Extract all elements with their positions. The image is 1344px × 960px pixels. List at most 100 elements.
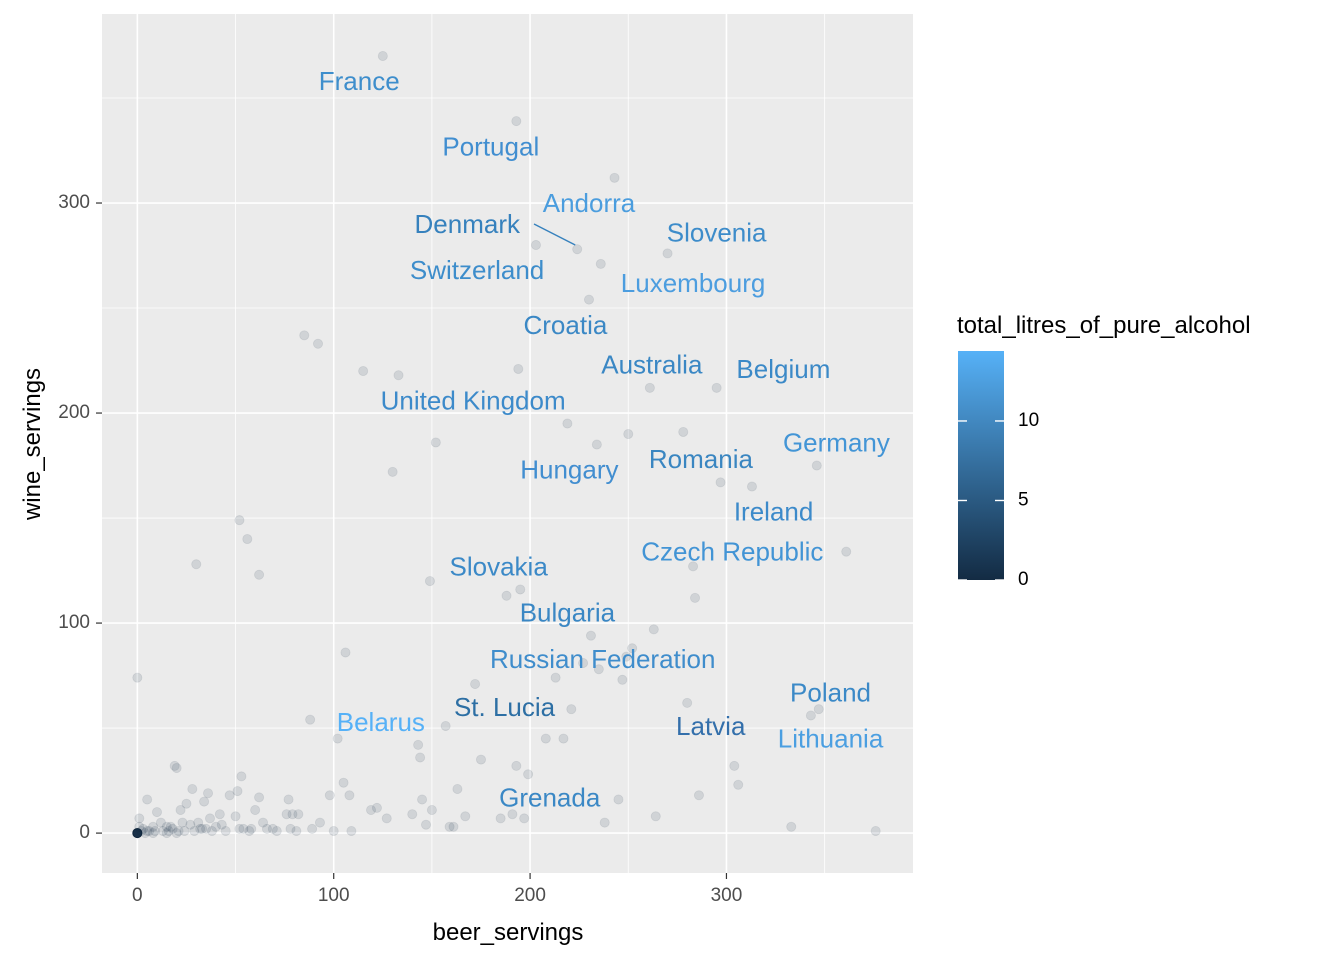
y-axis-title: wine_servings	[19, 368, 46, 521]
data-point	[189, 825, 200, 836]
data-point	[230, 811, 241, 822]
data-point	[513, 363, 524, 374]
data-point	[444, 821, 455, 832]
data-point	[746, 481, 757, 492]
country-label: Bulgaria	[520, 598, 616, 628]
data-point	[132, 828, 143, 839]
data-point	[242, 534, 253, 545]
y-tick-label: 0	[79, 822, 90, 843]
data-point	[593, 664, 604, 675]
data-point	[511, 116, 522, 127]
data-point	[540, 733, 551, 744]
data-point	[682, 697, 693, 708]
legend-tick-label: 0	[1018, 569, 1029, 590]
country-label: Romania	[649, 444, 754, 474]
country-label: Czech Republic	[641, 537, 823, 567]
data-point	[151, 807, 162, 818]
data-point	[185, 819, 196, 830]
data-point	[841, 546, 852, 557]
country-label: Grenada	[499, 782, 601, 812]
data-point	[507, 809, 518, 820]
data-point	[578, 657, 589, 668]
data-point	[142, 794, 153, 805]
country-label: Denmark	[415, 209, 521, 239]
data-point	[132, 828, 143, 839]
data-point	[426, 804, 437, 815]
data-point	[627, 643, 638, 654]
data-point	[148, 828, 159, 839]
data-point	[193, 817, 204, 828]
data-point	[132, 828, 143, 839]
x-tick-label: 100	[318, 885, 350, 906]
data-point	[562, 418, 573, 429]
data-point	[214, 809, 225, 820]
data-point	[220, 825, 231, 836]
data-point	[813, 704, 824, 715]
country-label: Slovakia	[450, 551, 549, 581]
data-point	[585, 630, 596, 641]
data-point	[206, 825, 217, 836]
data-point	[460, 811, 471, 822]
data-point	[511, 760, 522, 771]
data-point	[150, 825, 161, 836]
data-point	[261, 823, 272, 834]
country-label: Poland	[790, 677, 871, 707]
data-point	[599, 817, 610, 828]
data-point	[344, 790, 355, 801]
data-point	[132, 828, 143, 839]
legend-tick-label: 10	[1018, 410, 1039, 431]
data-point	[693, 790, 704, 801]
data-point	[690, 592, 701, 603]
country-label: Andorra	[543, 188, 636, 218]
data-point	[729, 760, 740, 771]
data-point	[134, 821, 145, 832]
data-point	[234, 823, 245, 834]
data-point	[287, 809, 298, 820]
data-point	[387, 466, 398, 477]
country-label: Latvia	[676, 711, 746, 741]
data-point	[132, 828, 143, 839]
legend-ticks: 0 5 10	[958, 410, 1039, 590]
data-point	[346, 825, 357, 836]
data-point	[224, 790, 235, 801]
data-point	[413, 739, 424, 750]
country-label: France	[319, 66, 400, 96]
country-label: Hungary	[520, 455, 618, 485]
data-point	[371, 802, 382, 813]
data-point	[283, 794, 294, 805]
data-point	[617, 674, 628, 685]
data-point	[293, 809, 304, 820]
data-point	[519, 813, 530, 824]
data-point	[191, 559, 202, 570]
data-point	[238, 823, 249, 834]
data-point	[134, 813, 145, 824]
data-point	[566, 704, 577, 715]
data-point	[285, 823, 296, 834]
data-point	[424, 576, 435, 587]
data-point	[523, 769, 534, 780]
data-point	[281, 809, 292, 820]
data-point	[715, 477, 726, 488]
data-point	[157, 825, 168, 836]
data-point	[169, 760, 180, 771]
data-point	[648, 624, 659, 635]
data-point	[475, 754, 486, 765]
data-point	[132, 828, 143, 839]
data-point	[595, 258, 606, 269]
data-point	[161, 828, 172, 839]
data-point	[132, 828, 143, 839]
data-point	[167, 823, 178, 834]
data-point	[205, 813, 216, 824]
data-point	[377, 51, 388, 62]
data-point	[132, 828, 143, 839]
data-point	[338, 777, 349, 788]
data-point	[650, 811, 661, 822]
legend-tick-label: 5	[1018, 490, 1029, 511]
data-point	[132, 828, 143, 839]
data-point	[271, 825, 282, 836]
x-axis: 0 100 200 300	[132, 873, 742, 906]
data-point	[393, 370, 404, 381]
data-point	[181, 798, 192, 809]
legend-title: total_litres_of_pure_alcohol	[957, 312, 1251, 339]
data-point	[711, 382, 722, 393]
